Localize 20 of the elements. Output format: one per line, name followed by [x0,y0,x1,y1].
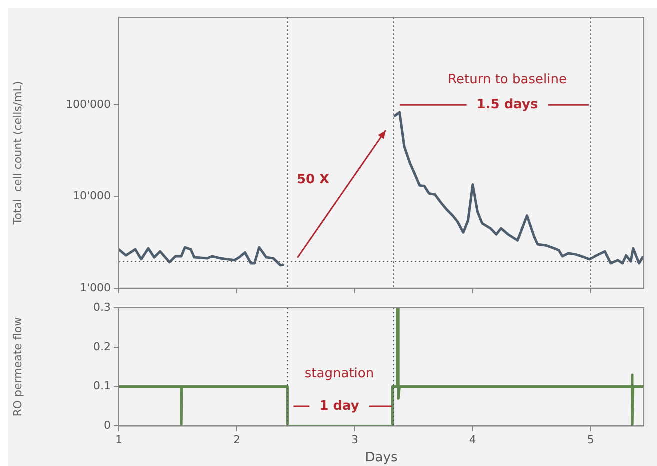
x-axis-title: Days [365,450,398,466]
y-tick-label: 0.2 [94,340,111,354]
annotation: 1 day [320,398,360,414]
annotation: 1.5 days [476,97,538,112]
annotation: 50 X [296,172,330,188]
y-tick-label: 10'000 [72,190,111,203]
y-tick-label: 100'000 [66,98,111,111]
x-tick-label: 4 [469,434,476,447]
y-tick-label: 1'000 [80,281,111,294]
y-tick-label: 0 [104,419,111,432]
annotation: stagnation [304,366,374,382]
x-tick-label: 2 [233,434,240,447]
y-tick-label: 0.3 [94,300,111,314]
x-tick-label: 3 [351,434,358,447]
annotation: Return to baseline [448,72,567,88]
y-axis-title: Total cell count (cells/mL) [11,81,24,226]
y-axis-title: RO permeate flow [11,317,24,417]
x-tick-label: 1 [116,434,122,447]
y-tick-label: 0.1 [94,380,111,393]
x-tick-label: 5 [587,434,594,447]
